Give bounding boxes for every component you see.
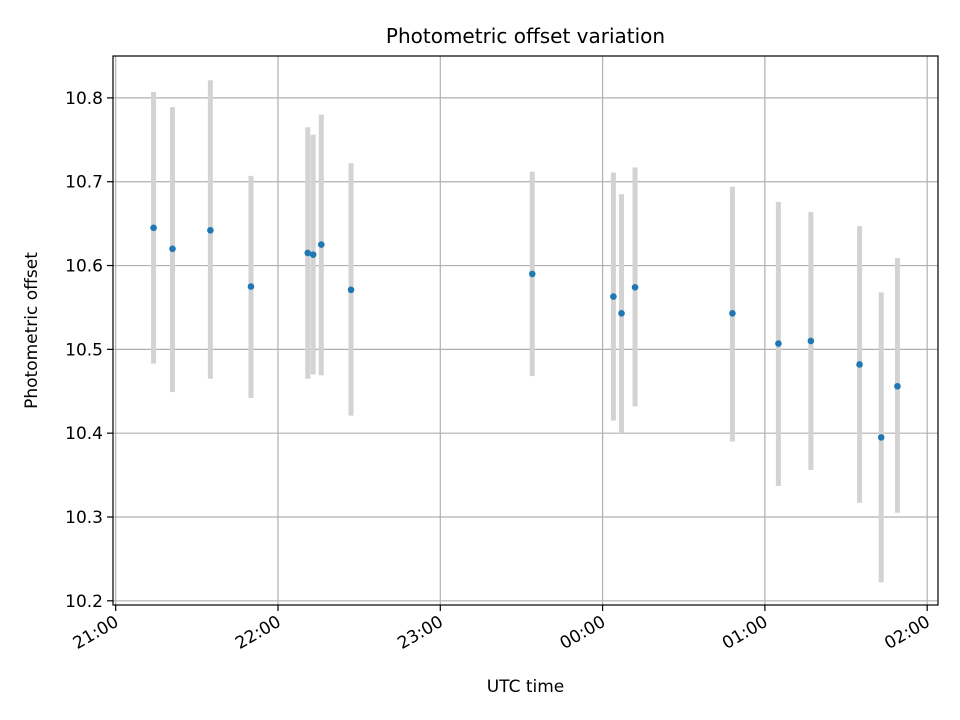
data-point (729, 310, 736, 317)
data-point (304, 249, 312, 257)
plot-frame (112, 55, 939, 606)
data-point (309, 251, 317, 258)
data-point (317, 241, 325, 248)
y-tick-label: 10.6 (65, 257, 103, 277)
data-points (150, 224, 901, 441)
data-point (807, 337, 815, 345)
y-axis-label: Photometric offset (22, 252, 42, 409)
data-point (347, 286, 355, 294)
data-point (528, 270, 536, 278)
data-point (150, 224, 157, 232)
data-point (247, 283, 255, 290)
y-tick-label: 10.2 (65, 592, 103, 612)
data-point (856, 361, 863, 368)
data-point (631, 284, 639, 291)
y-tick-label: 10.8 (65, 89, 103, 109)
chart-title: Photometric offset variation (386, 24, 665, 48)
x-axis-label: UTC time (487, 677, 565, 697)
y-tick-label: 10.7 (65, 173, 103, 193)
y-tick-label: 10.4 (65, 424, 103, 444)
y-tick-label: 10.5 (65, 340, 103, 360)
data-point (207, 227, 214, 234)
y-axis-ticks: 10.2 10.3 10.4 10.5 10.6 10.7 10.8 (65, 89, 113, 612)
data-point (894, 382, 901, 390)
data-point (877, 434, 885, 441)
data-point (775, 340, 782, 347)
data-point (610, 293, 617, 300)
y-tick-label: 10.3 (65, 508, 103, 528)
data-point (169, 245, 176, 253)
data-point (618, 310, 625, 317)
